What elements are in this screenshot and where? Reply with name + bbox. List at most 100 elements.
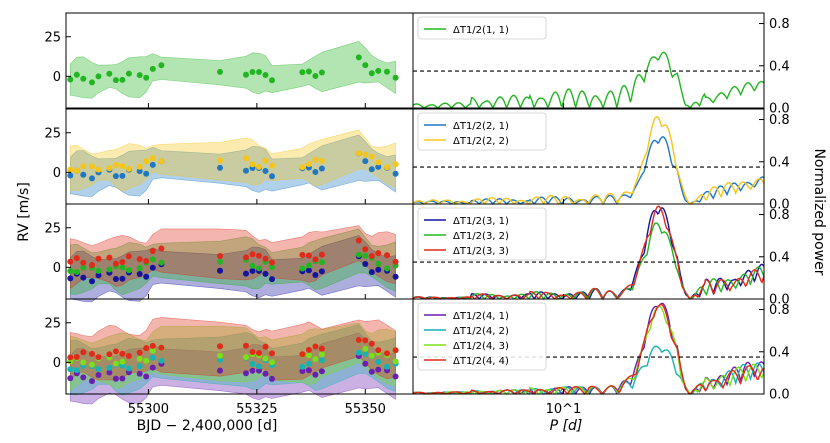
rv-point xyxy=(158,245,165,252)
rv-point xyxy=(158,158,165,165)
rv-point xyxy=(217,343,223,350)
rv-point xyxy=(318,157,325,164)
rv-point xyxy=(256,367,262,374)
legend-label: ΔT1/2(2, 2) xyxy=(453,136,509,147)
rv-point xyxy=(269,359,275,366)
rv-point xyxy=(119,375,126,382)
rv-point xyxy=(256,363,262,370)
rv-point xyxy=(136,163,143,170)
rv-point xyxy=(67,166,74,173)
rv-point xyxy=(243,254,249,261)
rv-point xyxy=(106,364,113,371)
rv-point xyxy=(384,363,390,370)
rv-point xyxy=(392,347,399,354)
rv-point xyxy=(375,163,382,170)
rv-point xyxy=(158,344,165,351)
rv-point xyxy=(368,70,375,77)
rv-point xyxy=(262,72,269,78)
rv-point xyxy=(262,157,269,164)
rv-band-2-2 xyxy=(70,129,396,192)
left-xlabel: BJD − 2,400,000 [d] xyxy=(137,418,278,434)
rv-point xyxy=(143,373,150,380)
rv-point xyxy=(269,162,275,169)
rv-point xyxy=(73,354,80,360)
rv-point xyxy=(262,270,269,277)
rv-point xyxy=(392,358,399,365)
rv-point xyxy=(262,370,269,377)
rv-point xyxy=(392,161,399,168)
power-ytick-label: 0.0 xyxy=(769,102,790,117)
rv-point xyxy=(89,163,95,170)
rv-point xyxy=(136,370,143,377)
rv-point xyxy=(318,368,325,375)
periodogram-line-1-1 xyxy=(412,51,765,111)
rv-point xyxy=(67,76,74,83)
rv-point xyxy=(269,350,275,357)
rv-point xyxy=(318,351,325,358)
rv-point xyxy=(299,265,306,272)
rv-point xyxy=(143,74,150,81)
right-ylabel: Normalized power xyxy=(811,148,827,275)
rv-point xyxy=(80,359,87,366)
rv-point xyxy=(305,252,312,259)
rv-point xyxy=(305,267,312,274)
legend-box xyxy=(417,207,547,261)
rv-point xyxy=(362,246,369,253)
rv-point xyxy=(362,345,369,352)
rv-point xyxy=(305,346,312,353)
rv-point xyxy=(112,360,119,367)
rv-point xyxy=(269,77,275,84)
rv-point xyxy=(249,360,256,367)
rv-point xyxy=(143,345,150,352)
rv-point xyxy=(262,255,269,262)
rv-point xyxy=(119,172,126,179)
rv-point xyxy=(89,361,95,368)
rv-point xyxy=(249,262,256,269)
rv-panel-4: 0 25 xyxy=(44,298,414,405)
rv-point xyxy=(243,155,249,162)
rv-point xyxy=(125,253,132,260)
rv-ytick-label: 25 xyxy=(44,30,61,45)
rv-point xyxy=(95,272,102,279)
rv-point xyxy=(269,375,275,382)
power-ytick-label: 0.4 xyxy=(769,59,790,74)
periodogram-panels: 0.0 0.4 0.8 ΔT1/2(1, 1) 0.0 0.4 0.8 ΔT1/2(2, 1)… xyxy=(412,12,790,417)
rv-point xyxy=(125,267,132,274)
rv-point xyxy=(67,375,74,382)
rv-point xyxy=(355,251,362,258)
rv-point xyxy=(149,248,156,254)
rv-xtick-label: 55325 xyxy=(236,402,277,417)
rv-point xyxy=(362,351,369,357)
rv-point xyxy=(243,370,249,377)
rv-point xyxy=(143,170,150,177)
rv-point xyxy=(106,70,113,77)
rv-band-4-2 xyxy=(70,324,396,396)
rv-point xyxy=(312,256,319,263)
rv-point xyxy=(368,340,375,347)
rv-point xyxy=(67,258,74,265)
legend-label: ΔT1/2(1, 1) xyxy=(453,25,509,36)
rv-point xyxy=(73,269,80,275)
rv-point xyxy=(149,256,156,263)
legend-label: ΔT1/2(4, 4) xyxy=(453,356,509,367)
rv-point xyxy=(149,155,156,162)
rv-point xyxy=(80,374,87,381)
rv-point xyxy=(80,349,87,356)
rv-point xyxy=(217,157,223,164)
rv-point xyxy=(392,273,399,280)
rv-point xyxy=(95,255,102,262)
rv-point xyxy=(143,273,150,280)
rv-point xyxy=(256,265,262,272)
rv-point xyxy=(119,163,126,169)
periodogram-line-4-2 xyxy=(412,345,765,395)
rv-point xyxy=(312,272,319,278)
rv-point xyxy=(67,275,74,282)
rv-point xyxy=(106,351,113,358)
rv-point xyxy=(243,71,249,78)
rv-point xyxy=(106,369,113,376)
rv-point xyxy=(362,360,369,367)
rv-point xyxy=(318,357,325,364)
rv-point xyxy=(73,167,80,174)
